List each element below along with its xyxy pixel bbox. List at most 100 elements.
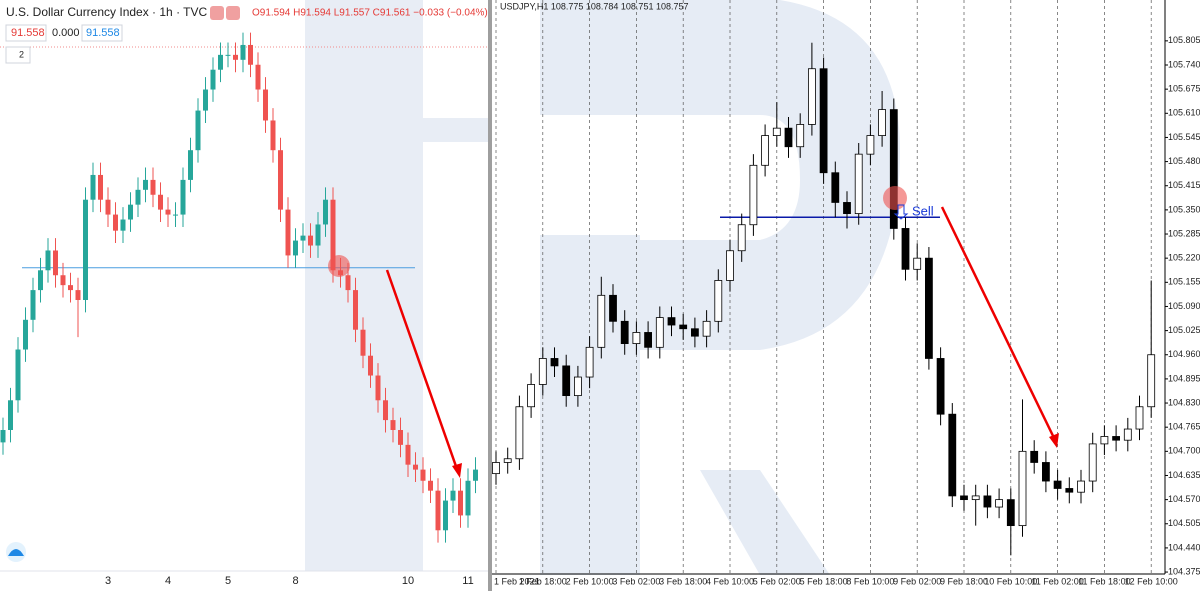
x-tick-label: 1 Feb 18:00	[519, 576, 567, 586]
candle-body	[413, 464, 418, 470]
candle-body	[210, 69, 216, 90]
y-tick-label: 105.545	[1168, 132, 1200, 142]
candle-body	[173, 214, 178, 216]
candle-body	[691, 328, 699, 337]
candle-body	[515, 406, 524, 460]
candle-body	[819, 68, 828, 174]
candle-body	[585, 346, 594, 378]
candle-body	[435, 490, 441, 531]
candle-body	[15, 349, 21, 401]
x-tick-label: 10	[402, 575, 414, 587]
candle-body	[1123, 428, 1132, 441]
candle-body	[503, 458, 512, 463]
y-tick-label: 104.700	[1168, 446, 1200, 456]
price-box-text: 91.558	[11, 27, 45, 39]
candle-body	[45, 250, 51, 271]
x-tick-label: 3	[105, 575, 111, 587]
candle-body	[0, 430, 6, 443]
candle-body	[473, 469, 478, 481]
candle-body	[270, 120, 276, 151]
candle-body	[263, 89, 268, 121]
y-tick-label: 105.415	[1168, 180, 1200, 190]
y-tick-label: 104.375	[1168, 566, 1200, 576]
right-plot	[492, 0, 1156, 574]
candle-body	[60, 275, 66, 286]
indicator-toggle[interactable]	[5, 46, 31, 64]
candle-body	[38, 270, 43, 291]
candle-body	[360, 329, 366, 356]
x-tick-label: 8 Feb 10:00	[846, 576, 894, 586]
y-tick-label: 105.480	[1168, 156, 1200, 166]
candle-body	[315, 224, 321, 246]
candle-body	[68, 285, 73, 291]
candle-body	[465, 480, 471, 516]
candle-body	[383, 400, 388, 421]
candle-body	[375, 375, 381, 401]
candle-body	[90, 174, 96, 200]
logo-mark	[8, 549, 24, 556]
divider	[488, 0, 492, 591]
candle-body	[368, 355, 373, 376]
candle-body	[308, 235, 313, 246]
x-tick-label: 4 Feb 10:00	[706, 576, 754, 586]
candle-body	[925, 257, 933, 359]
arrow	[385, 269, 460, 473]
sell-label: Sell	[912, 203, 934, 218]
ohlc-text: O91.594 H91.594 L91.557 C91.561 −0.033 (…	[252, 8, 488, 19]
arrow	[940, 206, 1057, 441]
candle-body	[150, 179, 156, 195]
candle-body	[620, 320, 629, 345]
x-tick-label: 9 Feb 02:00	[893, 576, 941, 586]
y-tick-label: 104.960	[1168, 349, 1200, 359]
watermark-band	[305, 0, 423, 571]
candle-body	[293, 240, 298, 256]
y-tick-label: 105.740	[1168, 59, 1200, 69]
candle-body	[960, 495, 968, 501]
candle-body	[749, 164, 758, 226]
candle-body	[609, 294, 617, 322]
y-tick-label: 105.025	[1168, 325, 1200, 335]
candle-body	[30, 290, 36, 320]
candle-body	[135, 189, 141, 205]
price-box-text: 0.000	[52, 27, 80, 39]
arrow-head	[1049, 433, 1059, 448]
icon[interactable]	[226, 6, 240, 20]
x-tick-label: 10 Feb 10:00	[984, 576, 1037, 586]
x-tick-label: 8	[292, 575, 298, 587]
y-tick-label: 104.635	[1168, 470, 1200, 480]
candle-body	[158, 194, 163, 210]
candle-body	[889, 109, 898, 229]
x-tick-label: 2 Feb 10:00	[566, 576, 614, 586]
candle-body	[983, 495, 992, 508]
candle-body	[345, 275, 351, 291]
candle-body	[203, 89, 208, 111]
candle-body	[878, 109, 886, 136]
candle-body	[726, 250, 734, 281]
candle-body	[492, 462, 500, 475]
price-box-text: 91.558	[86, 27, 120, 39]
y-tick-label: 105.675	[1168, 84, 1200, 94]
candle-body	[188, 150, 193, 180]
candle-body	[1147, 354, 1156, 408]
candle-body	[667, 317, 676, 326]
right-title: USDJPY,H1 108.775 108.784 108.751 108.75…	[500, 1, 689, 11]
x-tick-label: 3 Feb 02:00	[612, 576, 660, 586]
candle-body	[1006, 499, 1015, 527]
candle-body	[8, 400, 13, 430]
left-header: U.S. Dollar Currency Index · 1h · TVC O9…	[5, 5, 488, 64]
candle-body	[655, 317, 664, 348]
candle-body	[240, 44, 246, 60]
candle-body	[948, 413, 957, 497]
watermark-shape	[540, 470, 640, 575]
left-title: U.S. Dollar Currency Index · 1h · TVC	[6, 5, 208, 19]
candle-body	[353, 290, 358, 330]
y-tick-label: 104.505	[1168, 518, 1200, 528]
icon[interactable]	[210, 6, 224, 20]
candle-body	[901, 228, 910, 270]
x-tick-label: 11 Feb 18:00	[1078, 576, 1130, 586]
candle-body	[405, 444, 411, 465]
y-tick-label: 104.830	[1168, 397, 1200, 407]
candle-body	[248, 44, 253, 65]
x-tick-label: 9 Feb 18:00	[940, 576, 988, 586]
candle-body	[971, 495, 980, 501]
